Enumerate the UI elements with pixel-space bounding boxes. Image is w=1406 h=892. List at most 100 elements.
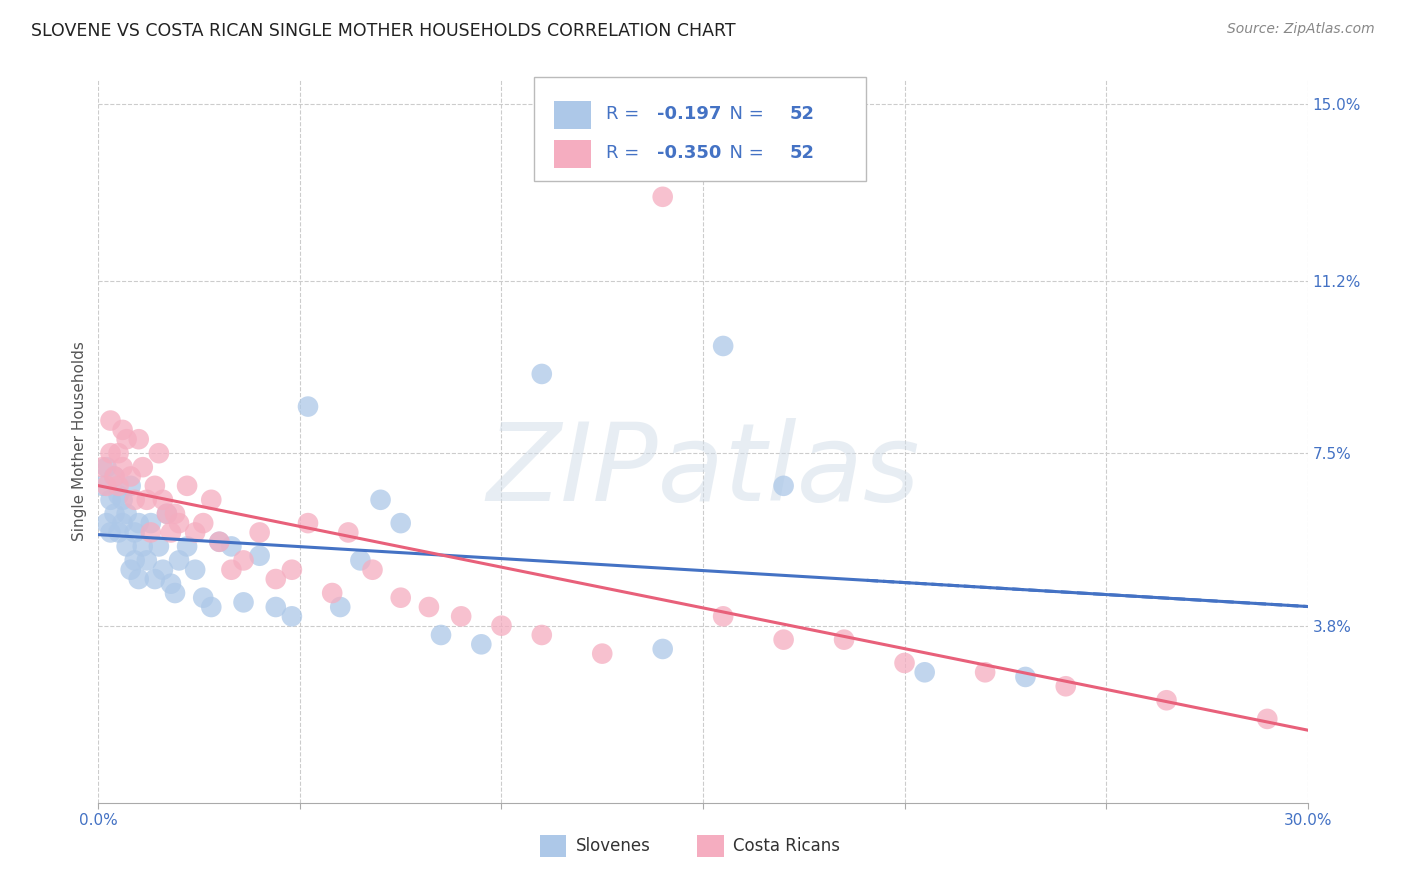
FancyBboxPatch shape [540, 835, 567, 857]
Point [232, 595, 254, 609]
Point [91, 479, 114, 493]
Point [135, 492, 157, 507]
Point [491, 618, 513, 632]
Point [156, 507, 179, 521]
Point [530, 628, 553, 642]
Text: R =: R = [606, 145, 645, 162]
Point [349, 553, 371, 567]
Point [115, 540, 138, 554]
Point [297, 516, 319, 530]
Point [100, 492, 122, 507]
FancyBboxPatch shape [554, 101, 591, 128]
Point [914, 665, 936, 680]
Point [430, 628, 453, 642]
Point [249, 525, 271, 540]
Point [156, 507, 179, 521]
Point [470, 637, 492, 651]
Point [193, 516, 215, 530]
Point [281, 563, 304, 577]
Point [96, 479, 118, 493]
Point [264, 600, 287, 615]
Text: Slovenes: Slovenes [576, 838, 651, 855]
Point [103, 469, 125, 483]
Point [124, 525, 146, 540]
Point [264, 572, 287, 586]
Point [418, 600, 440, 615]
Point [1054, 679, 1077, 693]
Point [107, 488, 129, 502]
Point [100, 446, 122, 460]
Y-axis label: Single Mother Households: Single Mother Households [72, 342, 87, 541]
Point [591, 647, 613, 661]
Point [124, 492, 146, 507]
Text: Costa Ricans: Costa Ricans [734, 838, 841, 855]
Point [321, 586, 343, 600]
Point [103, 469, 125, 483]
Point [651, 642, 673, 657]
Point [91, 460, 114, 475]
Point [167, 516, 190, 530]
Text: ZIPatlas: ZIPatlas [486, 418, 920, 523]
Point [96, 516, 118, 530]
Point [281, 609, 304, 624]
Point [1256, 712, 1278, 726]
Point [389, 591, 412, 605]
Point [530, 367, 553, 381]
Point [389, 516, 412, 530]
Point [111, 492, 134, 507]
Point [893, 656, 915, 670]
Text: -0.350: -0.350 [657, 145, 721, 162]
Point [1014, 670, 1036, 684]
Point [221, 563, 243, 577]
Point [772, 632, 794, 647]
Point [135, 553, 157, 567]
Point [772, 479, 794, 493]
Point [120, 479, 142, 493]
Point [711, 609, 734, 624]
Point [711, 339, 734, 353]
Point [111, 460, 134, 475]
Point [163, 586, 186, 600]
Point [200, 600, 222, 615]
Point [832, 632, 855, 647]
Point [107, 525, 129, 540]
FancyBboxPatch shape [697, 835, 724, 857]
Point [143, 572, 166, 586]
Point [107, 446, 129, 460]
Point [120, 563, 142, 577]
Point [208, 534, 231, 549]
FancyBboxPatch shape [554, 140, 591, 168]
Point [160, 525, 183, 540]
Point [139, 516, 162, 530]
Point [232, 553, 254, 567]
Point [208, 534, 231, 549]
Point [450, 609, 472, 624]
Point [152, 492, 174, 507]
Point [193, 591, 215, 605]
Point [100, 525, 122, 540]
Point [329, 600, 352, 615]
Text: Source: ZipAtlas.com: Source: ZipAtlas.com [1227, 22, 1375, 37]
Text: N =: N = [717, 105, 769, 123]
Point [163, 507, 186, 521]
Text: 52: 52 [790, 105, 815, 123]
Point [115, 507, 138, 521]
Point [132, 460, 155, 475]
Point [200, 492, 222, 507]
Point [370, 492, 392, 507]
Point [128, 516, 150, 530]
Point [111, 423, 134, 437]
Point [184, 563, 207, 577]
Point [96, 460, 118, 475]
Point [148, 446, 170, 460]
Point [1156, 693, 1178, 707]
Point [100, 413, 122, 427]
Point [115, 432, 138, 446]
Point [124, 553, 146, 567]
Point [176, 479, 198, 493]
Point [103, 507, 125, 521]
Point [128, 432, 150, 446]
Point [221, 540, 243, 554]
Point [249, 549, 271, 563]
Point [128, 572, 150, 586]
